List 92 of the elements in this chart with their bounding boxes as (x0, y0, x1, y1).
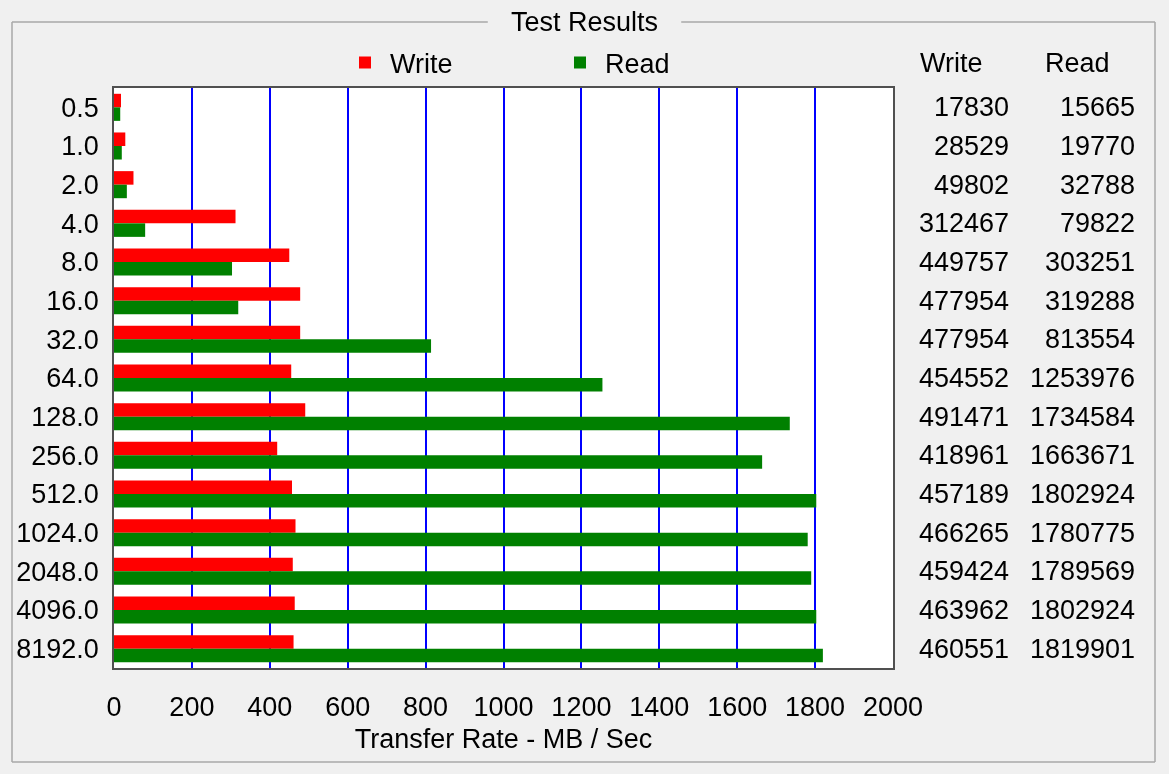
text: 1819901 (1030, 634, 1136, 664)
y-tick-label: 4.0 (61, 208, 99, 239)
text: 15665 (1060, 92, 1136, 122)
bar (114, 648, 823, 663)
text: 19770 (1060, 131, 1136, 161)
y-tick-label: 256.0 (31, 440, 99, 471)
bar (114, 287, 301, 301)
bar (114, 300, 239, 315)
y-tick-label: 16.0 (46, 286, 99, 317)
text: 491471 (919, 402, 1010, 432)
text: 454552 (919, 363, 1010, 393)
text: 303251 (1045, 247, 1136, 277)
text: 466265 (919, 518, 1010, 548)
bar (114, 132, 126, 146)
y-tick-label: 32.0 (46, 324, 99, 355)
bar (114, 364, 292, 378)
bar (114, 339, 432, 353)
text: 1253976 (1030, 363, 1136, 393)
text: 319288 (1045, 286, 1136, 316)
y-tick-label: 1024.0 (16, 518, 99, 549)
x-axis-title: Transfer Rate - MB / Sec (354, 724, 653, 755)
bar (114, 494, 817, 508)
y-tick-label: 64.0 (46, 363, 99, 394)
bar (114, 596, 295, 610)
text: 457189 (919, 479, 1010, 509)
text: 1780775 (1030, 518, 1136, 548)
text: 477954 (919, 286, 1010, 316)
y-tick-label: 2.0 (61, 170, 99, 201)
text: 449757 (919, 247, 1010, 277)
text: 418961 (919, 440, 1010, 470)
y-tick-label: 0.5 (61, 92, 99, 123)
x-tick-label: 0 (106, 692, 122, 723)
bar (114, 93, 122, 108)
text: 79822 (1060, 208, 1136, 238)
bar (114, 455, 763, 469)
text: 813554 (1045, 324, 1136, 354)
bar (114, 557, 293, 572)
bar (114, 480, 292, 494)
bar (114, 171, 134, 185)
text: 463962 (919, 595, 1010, 625)
text: 1663671 (1030, 440, 1136, 470)
x-tick-label: 1200 (551, 692, 612, 723)
text: 32788 (1060, 170, 1136, 200)
chart-title: Test Results (510, 7, 659, 38)
y-tick-label: 512.0 (31, 479, 99, 510)
y-tick-label: 8192.0 (16, 634, 99, 665)
bar (114, 441, 278, 456)
text: 28529 (934, 131, 1010, 161)
y-tick-label: 8.0 (61, 247, 99, 278)
bar (114, 184, 127, 199)
bar (114, 610, 817, 624)
bar (114, 571, 812, 585)
y-tick-label: 2048.0 (16, 556, 99, 587)
text: 459424 (919, 556, 1010, 586)
legend-label: Write (390, 49, 453, 80)
x-tick-label: 2000 (862, 692, 924, 723)
text: 312467 (919, 208, 1010, 238)
bar (114, 107, 121, 121)
bar (114, 223, 146, 237)
bar (114, 403, 306, 417)
x-tick-label: 200 (169, 692, 215, 723)
bar (114, 325, 301, 340)
text: Write (920, 48, 983, 78)
x-tick-label: 1600 (707, 692, 768, 723)
bar (114, 209, 236, 224)
text: 1802924 (1030, 595, 1136, 625)
bar (114, 378, 603, 392)
x-tick-label: 400 (247, 692, 293, 723)
text: 17830 (934, 92, 1010, 122)
bar (114, 262, 233, 276)
bar (114, 635, 294, 649)
bar (114, 532, 808, 547)
bar (114, 519, 296, 533)
text: 49802 (934, 170, 1010, 200)
text: Read (1045, 48, 1110, 78)
x-tick-label: 600 (325, 692, 371, 723)
y-tick-label: 1.0 (61, 131, 99, 162)
legend-label: Read (605, 49, 670, 80)
text: 1802924 (1030, 479, 1136, 509)
y-tick-label: 4096.0 (16, 595, 99, 626)
bar (114, 146, 122, 160)
x-tick-label: 1800 (785, 692, 846, 723)
x-tick-label: 800 (403, 692, 449, 723)
text: 477954 (919, 324, 1010, 354)
text: 460551 (919, 634, 1010, 664)
bar (114, 248, 290, 262)
bar (114, 416, 790, 431)
text: 1789569 (1030, 556, 1136, 586)
x-tick-label: 1000 (473, 692, 534, 723)
y-tick-label: 128.0 (31, 402, 99, 433)
x-tick-label: 1400 (629, 692, 690, 723)
text: 1734584 (1030, 402, 1136, 432)
